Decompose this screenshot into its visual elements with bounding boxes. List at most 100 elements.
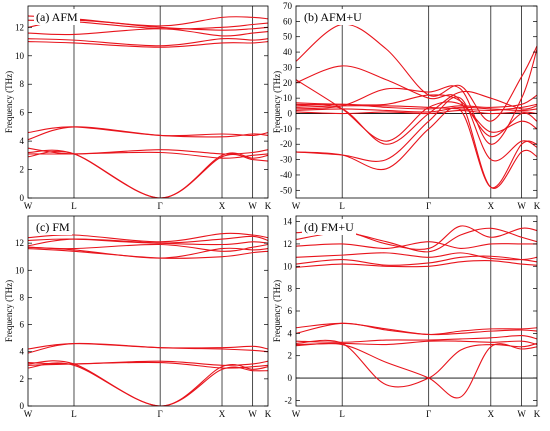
y-tick-label: 6 (20, 108, 25, 118)
y-tick-label: 30 (283, 62, 293, 72)
x-tick-label: W (248, 201, 257, 211)
y-tick-label: 6 (20, 320, 25, 330)
y-tick-label: 4 (20, 136, 25, 146)
band-line-11 (28, 149, 268, 198)
plot-frame (27, 5, 269, 199)
y-axis-label: Frequency (THz) (4, 71, 14, 133)
x-tick-label: W (24, 201, 33, 211)
x-tick-label: W (248, 409, 257, 419)
band-line-11 (28, 360, 268, 406)
x-tick-label: K (534, 409, 541, 419)
y-tick-label: 14 (283, 217, 293, 227)
y-axis-label: Frequency (THz) (272, 71, 282, 133)
band-line-5 (28, 246, 268, 259)
band-line-5 (296, 79, 537, 142)
x-tick-label: K (265, 201, 272, 211)
x-tick-label: X (219, 409, 226, 419)
x-tick-label: L (71, 201, 77, 211)
y-tick-label: 2 (20, 374, 25, 384)
y-tick-label: 8 (20, 79, 25, 89)
band-line-3 (296, 107, 537, 189)
band-line-10 (28, 361, 268, 369)
y-tick-label: 20 (283, 78, 293, 88)
y-tick-label: 8 (288, 284, 293, 294)
band-line-8 (28, 342, 268, 354)
y-tick-label: 10 (283, 93, 293, 103)
x-tick-label: W (24, 409, 33, 419)
panel-label-background (302, 219, 357, 235)
x-tick-label: K (265, 409, 272, 419)
y-tick-label: 12 (15, 238, 24, 248)
y-tick-label: -50 (280, 185, 292, 195)
x-tick-label: L (339, 409, 345, 419)
band-line-8 (28, 126, 268, 141)
y-axis-label: Frequency (THz) (272, 280, 282, 342)
panel-label: (b) AFM+U (304, 10, 362, 24)
x-tick-label: L (71, 409, 77, 419)
band-line-6 (296, 260, 537, 268)
y-axis-label: Frequency (THz) (4, 280, 14, 342)
x-tick-label: X (488, 201, 495, 211)
y-tick-label: 0 (20, 193, 25, 203)
band-line-12 (28, 362, 268, 406)
y-tick-label: 10 (15, 51, 25, 61)
band-line-11 (296, 339, 537, 388)
band-line-4 (28, 28, 268, 37)
band-line-6 (28, 41, 268, 48)
band-line-12 (296, 342, 537, 399)
band-line-10 (296, 340, 537, 346)
x-tick-label: W (517, 409, 526, 419)
band-line-10 (296, 109, 537, 115)
y-tick-label: 70 (283, 1, 293, 11)
y-tick-label: 12 (283, 239, 292, 249)
band-line-10 (28, 151, 268, 159)
x-tick-label: Γ (158, 409, 163, 419)
panel-label: (c) FM (36, 220, 70, 234)
x-tick-label: Γ (158, 201, 163, 211)
y-tick-label: 12 (15, 22, 24, 32)
band-line-4 (296, 252, 537, 261)
band-line-2 (296, 65, 537, 189)
panel-label-background (34, 219, 72, 235)
y-tick-label: 2 (288, 351, 293, 361)
x-tick-label: W (292, 409, 301, 419)
y-tick-label: -40 (280, 170, 292, 180)
y-tick-label: -2 (285, 395, 293, 405)
band-line-6 (28, 248, 268, 259)
x-tick-label: W (292, 201, 301, 211)
band-line-3 (28, 238, 268, 247)
y-tick-label: 0 (288, 373, 293, 383)
y-tick-label: -10 (280, 124, 292, 134)
y-tick-label: -20 (280, 139, 292, 149)
panel-label-background (34, 9, 80, 25)
plot-frame (27, 215, 269, 407)
x-tick-label: K (534, 201, 541, 211)
plot-frame (295, 5, 538, 199)
y-tick-label: 8 (20, 292, 25, 302)
x-tick-label: L (339, 201, 345, 211)
panel-label: (a) AFM (36, 10, 78, 24)
y-tick-label: 0 (288, 109, 293, 119)
y-tick-label: -30 (280, 155, 292, 165)
band-line-5 (296, 255, 537, 266)
band-line-4 (28, 243, 268, 252)
y-tick-label: 0 (20, 401, 25, 411)
y-tick-label: 4 (20, 347, 25, 357)
y-tick-label: 60 (283, 16, 293, 26)
band-line-6 (296, 90, 537, 145)
band-line-12 (296, 94, 537, 138)
y-tick-label: 4 (288, 328, 293, 338)
band-line-12 (28, 150, 268, 198)
panel-label-background (302, 9, 365, 25)
band-line-3 (296, 241, 537, 249)
x-tick-label: W (517, 201, 526, 211)
band-line-9 (296, 335, 537, 343)
y-tick-label: 2 (20, 165, 25, 175)
panel-label: (d) FM+U (304, 220, 354, 234)
band-line-9 (296, 106, 537, 113)
